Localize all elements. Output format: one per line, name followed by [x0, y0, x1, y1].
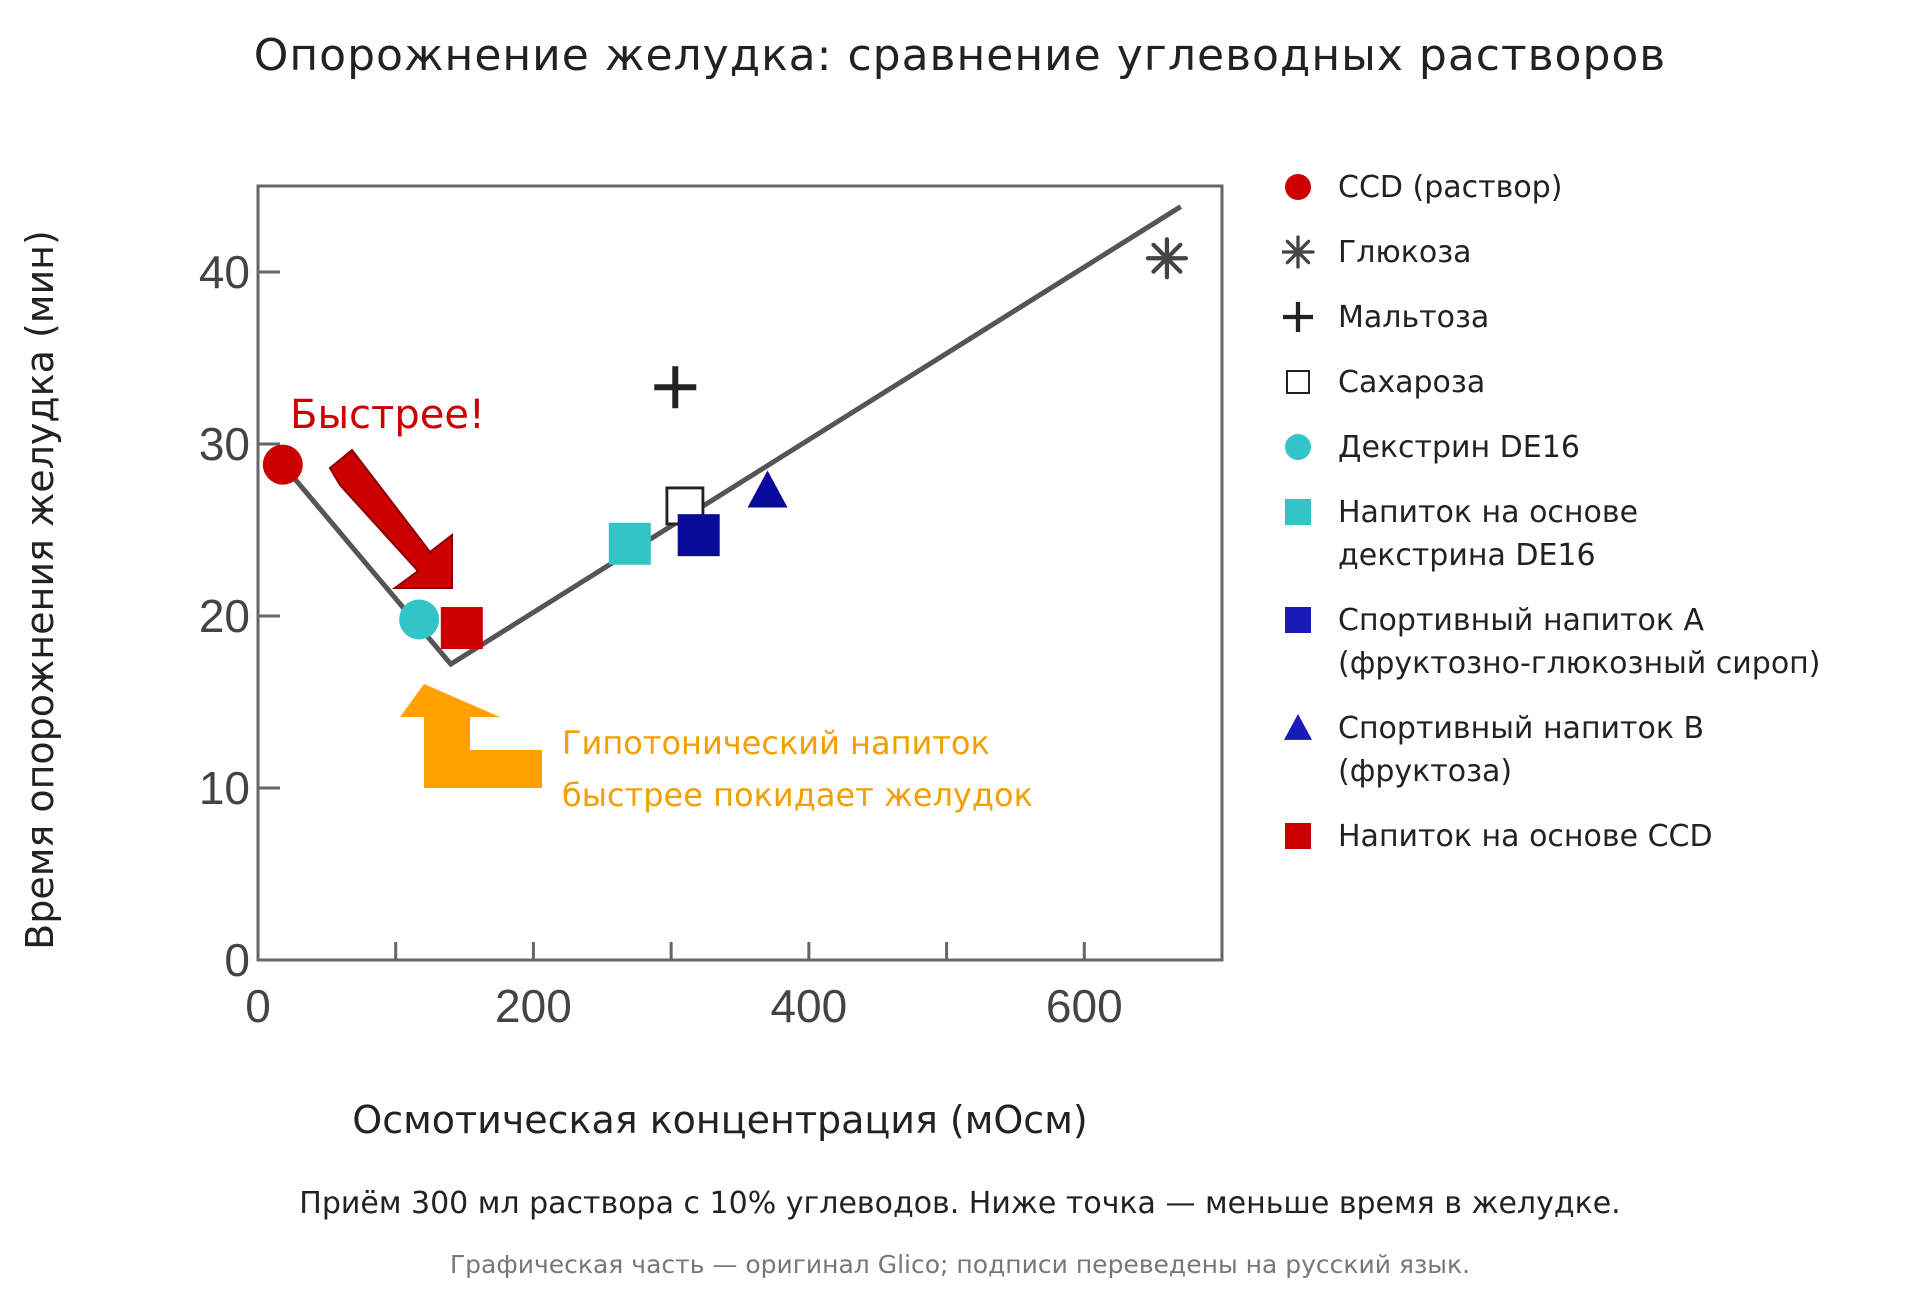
- legend-marker-shape: [1283, 302, 1313, 332]
- legend-marker-triangle: [1284, 714, 1312, 740]
- x-tick-label: 400: [770, 980, 847, 1032]
- legend-marker-shape: [1285, 823, 1311, 849]
- legend-label: Напиток на основе CCD: [1338, 819, 1713, 854]
- legend-marker-square: [1285, 607, 1311, 633]
- legend-marker-asterisk: [1282, 235, 1315, 269]
- x-axis-label: Осмотическая концентрация (мОсм): [352, 1098, 1088, 1142]
- legend-item: Напиток на основе декстрина DE16: [1282, 491, 1912, 577]
- legend-marker-shape: [1284, 714, 1312, 740]
- legend-marker-square: [1285, 823, 1311, 849]
- legend-item: Декстрин DE16: [1282, 426, 1912, 469]
- source-note: Графическая часть — оригинал Glico; подп…: [449, 1250, 1471, 1279]
- data-point-circle: [262, 444, 303, 485]
- legend-item: Глюкоза: [1282, 231, 1912, 274]
- legend-marker-shape: [1285, 434, 1311, 460]
- x-tick-label: 0: [245, 980, 271, 1032]
- legend-label: Глюкоза: [1338, 235, 1472, 270]
- legend-label: Сахароза: [1338, 365, 1486, 400]
- legend-item: Спортивный напиток A (фруктозно-глюкозны…: [1282, 599, 1912, 685]
- legend-marker-shape: [1285, 174, 1311, 200]
- x-tick-label: 600: [1046, 980, 1123, 1032]
- y-tick-label: 20: [199, 590, 250, 642]
- faster-annotation: Быстрее!: [290, 392, 485, 438]
- legend-marker-plus: [1283, 302, 1313, 332]
- legend-item: Мальтоза: [1282, 296, 1912, 339]
- legend-marker-shape: [1286, 370, 1310, 394]
- legend-label: Спортивный напиток B (фруктоза): [1338, 711, 1705, 789]
- data-point-triangle: [747, 470, 788, 508]
- hypotonic-annotation-line1: Гипотонический напиток: [562, 724, 990, 762]
- legend-label: Декстрин DE16: [1338, 430, 1580, 465]
- legend: CCD (раствор) Глюкоза Мальтоза Сахароза Декс…: [1282, 166, 1912, 880]
- legend-marker-shape: [1282, 235, 1315, 269]
- data-point-circle: [399, 599, 440, 640]
- legend-item: CCD (раствор): [1282, 166, 1912, 209]
- chart-caption: Приём 300 мл раствора с 10% углеводов. Н…: [299, 1186, 1621, 1221]
- y-tick-label: 40: [199, 246, 250, 298]
- legend-label: CCD (раствор): [1338, 170, 1563, 205]
- y-tick-label: 0: [224, 934, 250, 986]
- data-point-square: [608, 522, 651, 565]
- legend-marker-shape: [1285, 499, 1311, 525]
- x-tick-label: 200: [495, 980, 572, 1032]
- y-tick-label: 30: [199, 418, 250, 470]
- legend-label: Мальтоза: [1338, 300, 1490, 335]
- data-point-plus: [654, 366, 697, 409]
- legend-marker-open-square: [1286, 370, 1310, 394]
- y-tick-label: 10: [199, 762, 250, 814]
- legend-marker-circle: [1285, 174, 1311, 200]
- data-point-asterisk: [1145, 237, 1189, 280]
- legend-marker-shape: [1285, 607, 1311, 633]
- data-point-square: [440, 607, 483, 650]
- faster-arrow: [328, 448, 453, 589]
- legend-marker-square: [1285, 499, 1311, 525]
- trend-line: [280, 204, 1183, 668]
- plot-frame: [256, 184, 1224, 962]
- legend-item: Напиток на основе CCD: [1282, 815, 1912, 858]
- hypotonic-annotation-line2: быстрее покидает желудок: [562, 776, 1033, 814]
- legend-label: Напиток на основе декстрина DE16: [1338, 495, 1639, 573]
- chart-title: Опорожнение желудка: сравнение углеводны…: [253, 30, 1667, 81]
- legend-item: Спортивный напиток B (фруктоза): [1282, 707, 1912, 793]
- legend-label: Спортивный напиток A (фруктозно-глюкозны…: [1338, 603, 1821, 681]
- legend-item: Сахароза: [1282, 361, 1912, 404]
- plot-area: 0 200 400 600 0 10 20 30 40 Быстрее! Гипотонически…: [199, 184, 1224, 1032]
- data-point-square: [677, 514, 720, 557]
- y-axis-label: Время опорожнения желудка (мин): [18, 230, 62, 950]
- hypotonic-arrow: [400, 684, 542, 788]
- legend-marker-circle: [1285, 434, 1311, 460]
